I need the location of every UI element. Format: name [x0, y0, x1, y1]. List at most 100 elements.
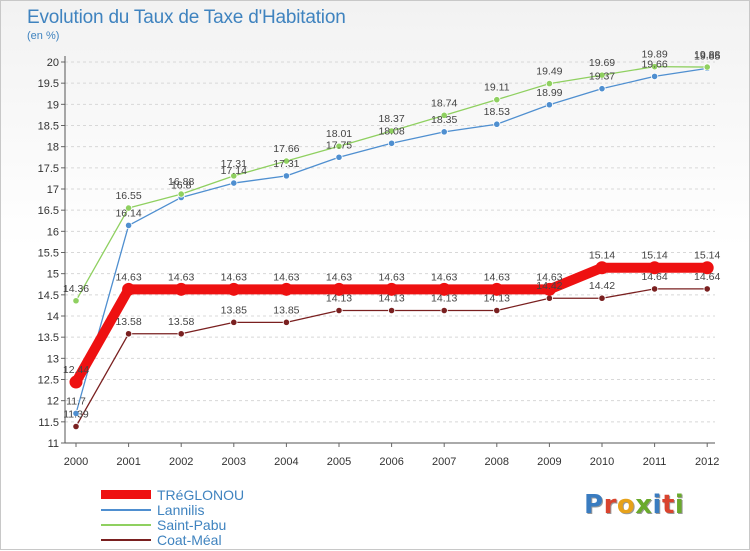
x-tick-label: 2009	[537, 456, 561, 468]
data-point-tr-glonou	[648, 261, 662, 275]
y-tick-label: 14	[47, 311, 59, 323]
data-point-tr-glonou	[122, 282, 136, 296]
x-tick-label: 2000	[64, 456, 88, 468]
data-point-coat-m-al	[545, 294, 554, 302]
x-tick-label: 2008	[485, 456, 509, 468]
data-point-tr-glonou	[542, 282, 556, 296]
data-label-tr-glonou: 14.63	[168, 271, 194, 283]
y-tick-label: 14.5	[38, 290, 59, 302]
data-label-lannilis: 18.53	[484, 106, 510, 118]
legend-label-coat-meal: Coat-Méal	[157, 531, 222, 548]
data-label-tr-glonou: 14.63	[326, 271, 352, 283]
data-label-coat-m-al: 14.64	[694, 271, 720, 283]
data-label-saint-pabu: 18.01	[326, 128, 352, 140]
data-label-coat-m-al: 14.13	[326, 292, 352, 304]
x-tick-label: 2002	[169, 456, 193, 468]
data-label-coat-m-al: 13.58	[168, 316, 194, 328]
series-points	[69, 63, 714, 431]
data-label-lannilis: 18.35	[431, 114, 457, 126]
legend-swatch-saint-pabu	[101, 523, 151, 526]
data-point-saint-pabu	[177, 190, 185, 198]
y-tick-label: 15.5	[38, 248, 59, 260]
data-point-lannilis	[493, 120, 501, 128]
y-tick-label: 17.5	[38, 163, 59, 175]
data-point-lannilis	[125, 221, 133, 230]
data-point-coat-m-al	[230, 318, 238, 326]
data-point-coat-m-al	[177, 330, 185, 338]
legend-label-lannilis: Lannilis	[157, 501, 205, 518]
data-label-tr-glonou: 14.63	[484, 271, 510, 283]
data-point-lannilis	[387, 139, 396, 147]
data-point-tr-glonou	[227, 282, 241, 296]
data-label-tr-glonou: 14.63	[536, 271, 562, 283]
data-point-tr-glonou	[332, 282, 346, 296]
data-point-coat-m-al	[125, 330, 133, 338]
chart-legend: TRéGLONOU Lannilis Saint-Pabu Coat-Méal	[101, 486, 245, 548]
data-point-coat-m-al	[440, 306, 448, 315]
data-label-coat-m-al: 13.58	[115, 316, 141, 328]
y-tick-label: 15	[47, 269, 59, 281]
data-label-coat-m-al: 14.13	[378, 292, 404, 304]
chart-unit-label: (en %)	[27, 30, 60, 42]
data-label-saint-pabu: 18.74	[431, 97, 457, 109]
data-label-lannilis: 16.14	[115, 207, 141, 219]
data-point-coat-m-al	[703, 285, 711, 293]
data-label-tr-glonou: 12.44	[63, 364, 89, 376]
data-point-saint-pabu	[125, 204, 133, 212]
data-label-tr-glonou: 14.63	[378, 271, 404, 283]
data-label-lannilis: 17.31	[273, 158, 299, 170]
data-point-saint-pabu	[650, 63, 659, 71]
axes: 11 11.5 12 12.5 13 13.5 14 14.5 15 15.5 16 16.5 17 17…	[38, 56, 719, 468]
data-point-saint-pabu	[72, 297, 80, 305]
data-point-saint-pabu	[703, 63, 711, 71]
data-label-coat-m-al: 14.64	[641, 271, 667, 283]
data-point-tr-glonou	[437, 282, 451, 296]
y-tick-label: 19.5	[38, 78, 59, 90]
data-point-lannilis	[545, 101, 554, 109]
y-tick-label: 12	[47, 396, 59, 408]
data-label-lannilis: 16.8	[171, 179, 192, 191]
data-label-coat-m-al: 13.85	[221, 304, 247, 316]
data-point-saint-pabu	[598, 71, 606, 79]
data-label-lannilis: 17.14	[221, 165, 247, 177]
legend-label-saint-pabu: Saint-Pabu	[157, 516, 227, 533]
chart-title: Evolution du Taux de Taxe d'Habitation	[27, 7, 346, 28]
data-point-coat-m-al	[72, 422, 80, 431]
data-labels: 11.39 13.58 13.58 13.85 13.85 14.13 14.13 14.13…	[63, 49, 721, 421]
data-label-coat-m-al: 11.39	[63, 408, 89, 420]
data-label-tr-glonou: 14.63	[221, 271, 247, 283]
data-point-lannilis	[335, 153, 343, 161]
y-tick-label: 16.5	[38, 205, 59, 217]
legend-label-treglonou: TRéGLONOU	[157, 486, 245, 503]
data-point-tr-glonou	[595, 261, 609, 275]
data-point-saint-pabu	[545, 79, 554, 88]
data-label-coat-m-al: 14.42	[536, 280, 562, 292]
y-tick-label: 18.5	[38, 121, 59, 133]
y-tick-label: 11	[48, 438, 59, 450]
data-label-tr-glonou: 14.63	[431, 271, 457, 283]
data-label-tr-glonou: 14.63	[115, 271, 141, 283]
data-label-saint-pabu: 16.55	[115, 190, 141, 202]
y-tick-label: 13.5	[38, 332, 59, 344]
x-tick-label: 2005	[327, 456, 351, 468]
data-label-saint-pabu: 16.88	[168, 176, 194, 188]
data-label-lannilis: 19.85	[694, 50, 720, 62]
legend-item-lannilis: Lannilis	[101, 501, 244, 518]
data-point-saint-pabu	[230, 172, 238, 180]
data-label-tr-glonou: 15.14	[589, 250, 615, 262]
y-tick-label: 13	[47, 353, 59, 365]
y-tick-label: 11.5	[38, 417, 59, 429]
data-label-saint-pabu: 19.69	[589, 57, 615, 69]
x-tick-label: 2012	[695, 456, 719, 468]
data-point-saint-pabu	[387, 127, 396, 135]
data-point-lannilis	[282, 172, 290, 180]
grid-lines	[65, 61, 715, 444]
data-point-coat-m-al	[598, 294, 606, 302]
x-tick-label: 2003	[222, 456, 246, 468]
y-tick-label: 18	[47, 142, 59, 154]
data-point-saint-pabu	[335, 142, 343, 150]
data-label-coat-m-al: 13.85	[273, 304, 299, 316]
data-point-coat-m-al	[493, 306, 501, 315]
data-label-tr-glonou: 15.14	[694, 250, 720, 262]
